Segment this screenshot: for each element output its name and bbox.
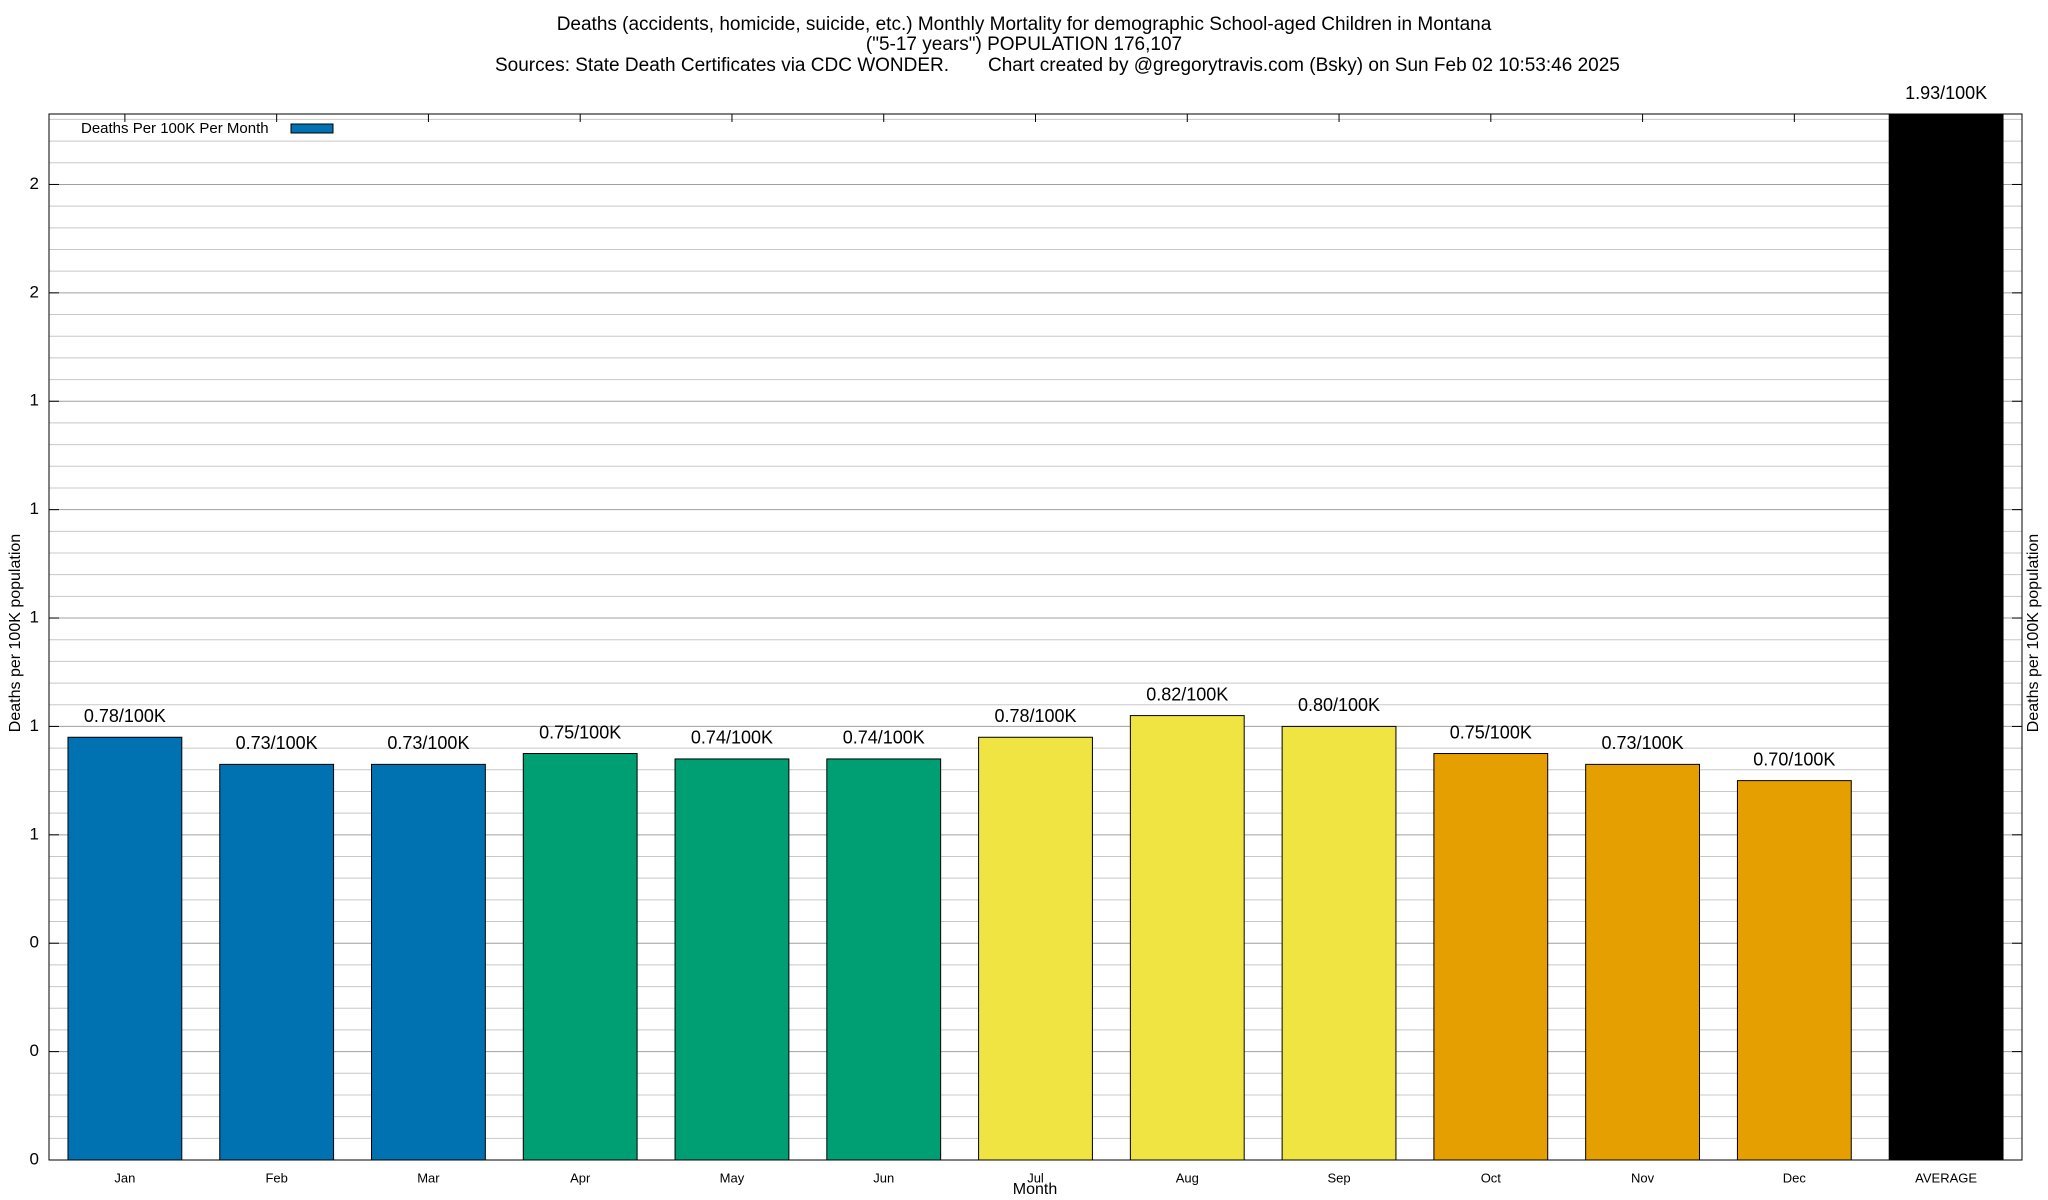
legend-swatch: [290, 123, 334, 134]
credit: Chart created by @gregorytravis.com (Bsk…: [988, 55, 1620, 76]
x-tick-label: Nov: [1631, 1170, 1655, 1185]
value-label: 0.74/100K: [691, 728, 773, 748]
y-tick-label: 1: [30, 716, 39, 735]
bar: [1129, 715, 1245, 1161]
x-tick-label: AVERAGE: [1915, 1170, 1977, 1185]
y-axis-label: Deaths per 100K population: [7, 534, 24, 732]
y-tick-label: 0: [30, 1149, 39, 1168]
value-label: 0.73/100K: [387, 733, 469, 753]
x-tick-label: Jul: [1027, 1170, 1044, 1185]
y2-axis-label: Deaths per 100K population: [2025, 534, 2042, 732]
value-label: 0.75/100K: [539, 722, 621, 742]
y-tick-label: 2: [30, 282, 39, 301]
value-label: 0.78/100K: [994, 706, 1076, 726]
x-tick-label: Oct: [1481, 1170, 1502, 1185]
y-tick-label: 0: [30, 1041, 39, 1060]
bar: [1585, 763, 1700, 1161]
bar: [826, 758, 942, 1161]
bar: [1888, 113, 2004, 1161]
value-label: 1.93/100K: [1905, 83, 1987, 103]
x-tick-label: Dec: [1783, 1170, 1807, 1185]
bar: [1433, 753, 1549, 1161]
value-label: 0.78/100K: [84, 706, 166, 726]
y-tick-label: 1: [30, 608, 39, 627]
x-axis-label: Month: [1013, 1181, 1057, 1198]
value-label: 0.82/100K: [1146, 684, 1228, 704]
y-tick-label: 0: [30, 933, 39, 952]
x-tick-label: May: [720, 1170, 745, 1185]
y-tick-label: 2: [30, 174, 39, 193]
y-tick-label: 1: [30, 391, 39, 410]
sources: Sources: State Death Certificates via CD…: [495, 55, 949, 76]
x-tick-label: Jan: [114, 1170, 135, 1185]
value-label: 0.74/100K: [843, 728, 925, 748]
x-tick-label: Feb: [265, 1170, 287, 1185]
value-label: 0.73/100K: [236, 733, 318, 753]
bar: [522, 753, 638, 1161]
value-label: 0.70/100K: [1753, 749, 1835, 769]
bar: [1281, 725, 1397, 1161]
y-tick-label: 1: [30, 824, 39, 843]
chart-title: Deaths (accidents, homicide, suicide, et…: [557, 14, 1492, 35]
value-label: 0.73/100K: [1602, 733, 1684, 753]
x-tick-label: Mar: [417, 1170, 440, 1185]
bar: [674, 758, 790, 1161]
chart-subtitle: ("5-17 years") POPULATION 176,107: [866, 34, 1182, 55]
value-label: 0.80/100K: [1298, 695, 1380, 715]
plot-frame: [48, 113, 2023, 1161]
bar: [219, 763, 335, 1161]
x-tick-label: Sep: [1327, 1170, 1350, 1185]
value-label: 0.75/100K: [1450, 722, 1532, 742]
bar: [67, 736, 183, 1161]
x-tick-label: Aug: [1176, 1170, 1199, 1185]
bar: [371, 763, 486, 1161]
bar: [978, 736, 1093, 1161]
x-tick-label: Jun: [873, 1170, 894, 1185]
x-tick-label: Apr: [570, 1170, 591, 1185]
y-tick-label: 1: [30, 499, 39, 518]
bar: [1736, 780, 1852, 1161]
legend-label: Deaths Per 100K Per Month: [81, 120, 269, 137]
